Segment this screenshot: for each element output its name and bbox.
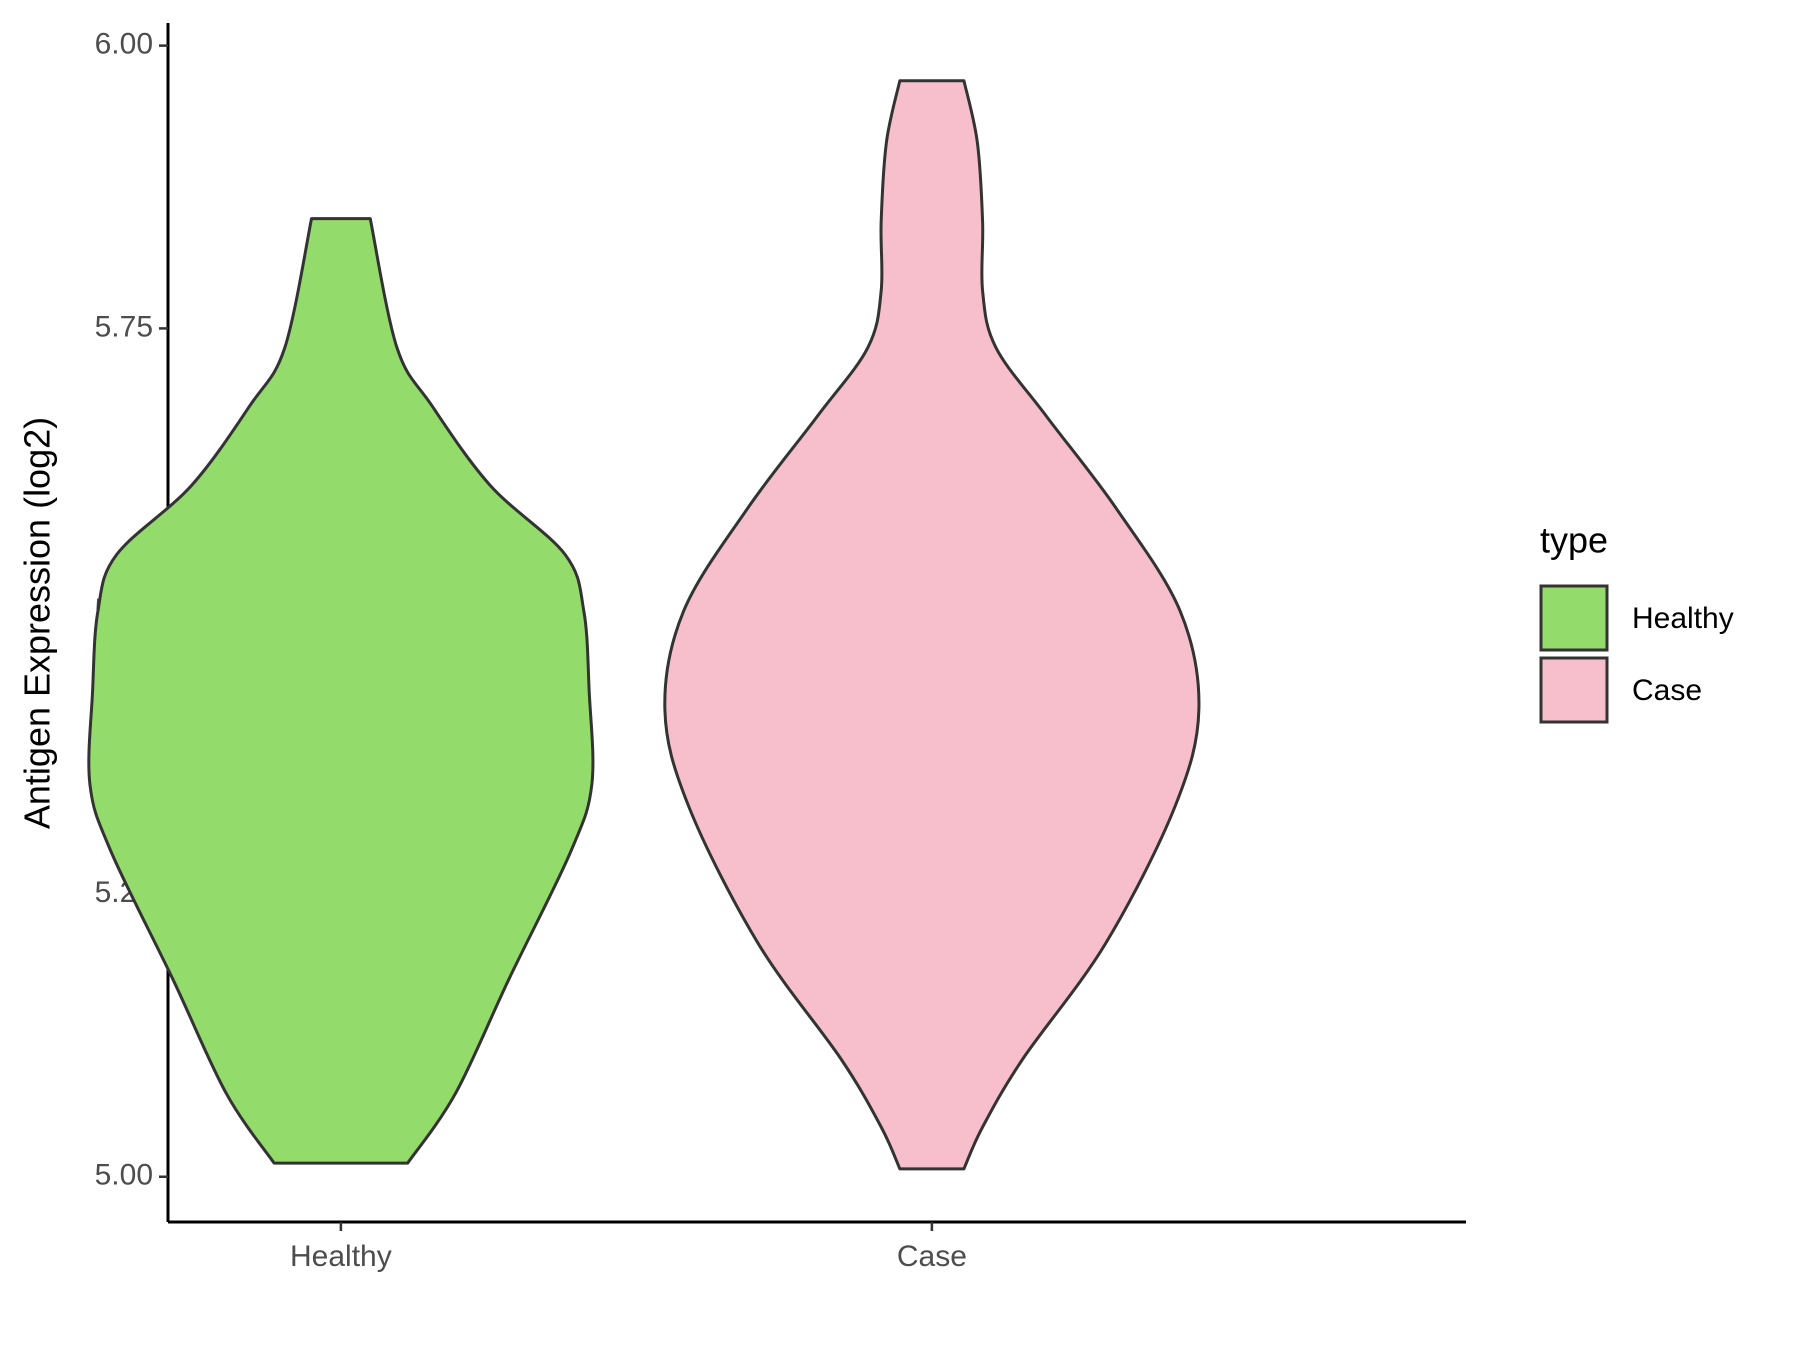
y-tick-label: 5.00 xyxy=(95,1159,153,1192)
x-tick-label: Healthy xyxy=(290,1240,392,1273)
legend-key xyxy=(1539,584,1609,652)
legend-title: type xyxy=(1540,520,1608,561)
y-axis-title: Antigen Expression (log2) xyxy=(17,417,58,829)
y-tick-label: 5.75 xyxy=(95,310,153,343)
violin xyxy=(663,79,1201,1171)
legend-key xyxy=(1539,656,1609,724)
legend-label: Case xyxy=(1632,674,1702,707)
x-tick-label: Case xyxy=(897,1240,967,1273)
legend-label: Healthy xyxy=(1632,602,1734,635)
y-tick-label: 6.00 xyxy=(95,28,153,61)
violin xyxy=(87,217,595,1165)
